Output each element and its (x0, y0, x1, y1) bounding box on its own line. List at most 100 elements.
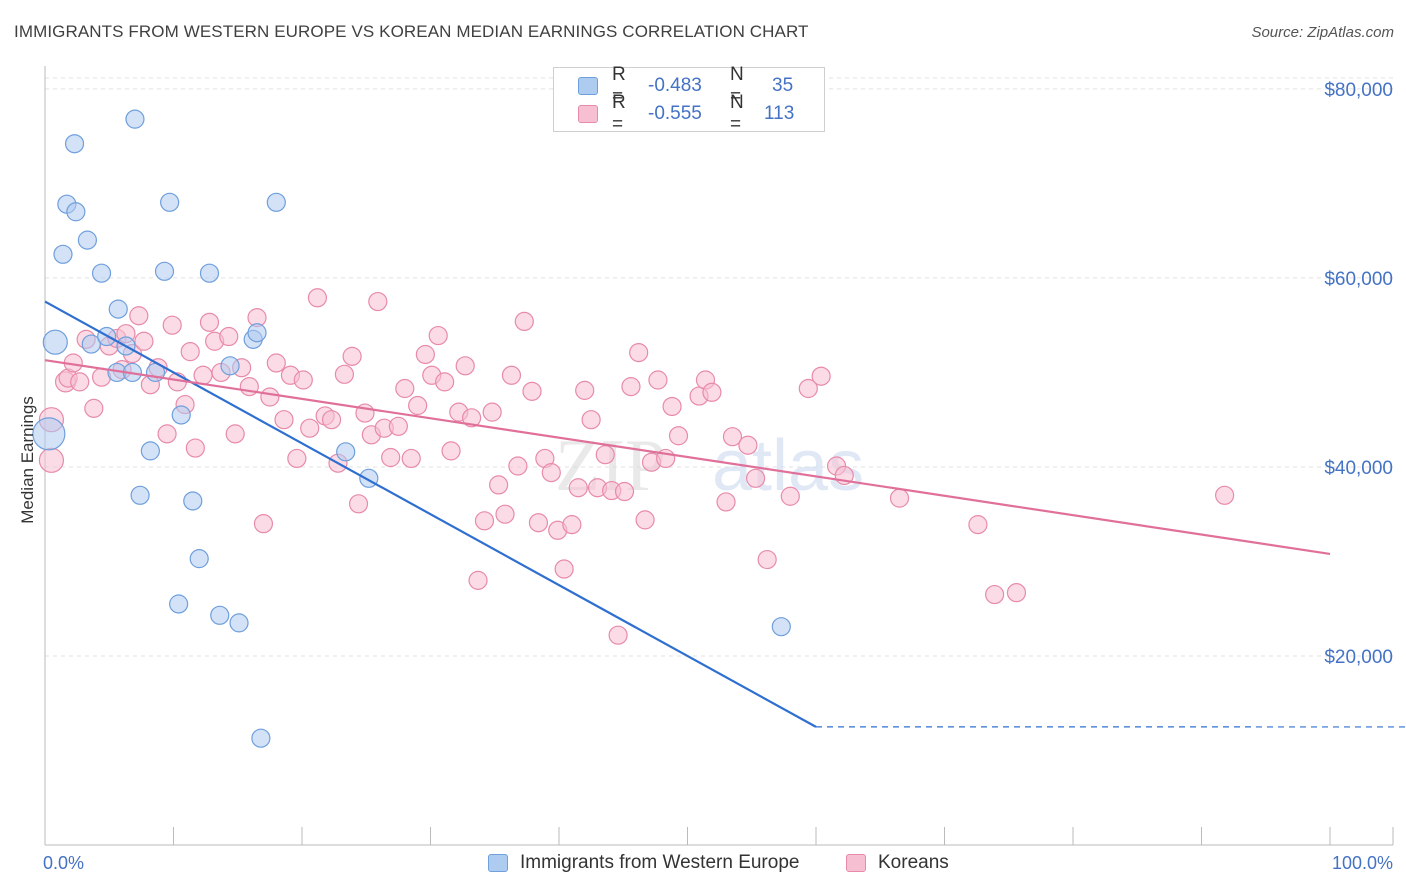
koreans-point (462, 408, 482, 428)
koreans-point (274, 410, 294, 430)
koreans-point (401, 448, 421, 469)
series-swatch-western-europe (488, 854, 508, 872)
western-europe-point (32, 417, 66, 451)
series-label-koreans: Koreans (878, 852, 949, 873)
koreans-point (185, 438, 205, 458)
koreans-point (253, 514, 274, 534)
legend-row-western-europe: R = -0.483 N = 35 (554, 64, 812, 107)
koreans-point (635, 510, 655, 530)
koreans-point (38, 447, 65, 473)
trend-lines (44, 300, 1406, 728)
koreans-point (368, 291, 388, 312)
series-label-western-europe: Immigrants from Western Europe (520, 852, 800, 873)
koreans-point (408, 395, 428, 416)
tick-labels: $20,000 $40,000 $60,000 $80,000 0.0% 100.0% (43, 80, 1393, 873)
western-europe-point (266, 192, 286, 212)
legend-n-label: N = (730, 92, 744, 135)
legend-swatch-koreans (578, 105, 598, 123)
koreans-point (522, 381, 542, 401)
koreans-point (514, 311, 534, 332)
source-label: Source: ZipAtlas.com (1251, 24, 1394, 41)
y-tick-label: $60,000 (1324, 269, 1393, 290)
x-tick-label-max: 100.0% (1332, 853, 1393, 873)
y-tick-label: $40,000 (1324, 458, 1393, 479)
koreans-point (722, 427, 743, 447)
koreans-point (629, 342, 649, 363)
koreans-point (702, 382, 722, 402)
koreans-point (482, 402, 502, 422)
western-europe-trend-extension (815, 726, 1406, 728)
western-europe-points (32, 109, 791, 748)
western-europe-point (130, 485, 150, 505)
y-tick-label: $80,000 (1324, 80, 1393, 101)
koreans-point (508, 456, 528, 476)
koreans-point (381, 447, 401, 468)
western-europe-point (336, 442, 356, 462)
koreans-point (562, 515, 582, 535)
koreans-points (38, 288, 1235, 645)
koreans-point (501, 365, 522, 385)
koreans-point (757, 549, 777, 570)
western-europe-point (210, 605, 230, 625)
western-europe-point (169, 594, 189, 614)
western-europe-point (140, 441, 160, 461)
western-europe-trend-line (44, 300, 817, 728)
legend-r-label: R = (612, 92, 626, 135)
western-europe-point (189, 549, 209, 569)
koreans-point (495, 504, 515, 524)
koreans-point (193, 365, 213, 385)
western-europe-point (229, 613, 249, 633)
koreans-point (474, 511, 495, 531)
koreans-point (568, 478, 588, 498)
koreans-point (129, 306, 149, 326)
koreans-point (157, 424, 177, 444)
koreans-point (266, 353, 286, 373)
koreans-point (798, 378, 818, 399)
koreans-point (180, 342, 200, 362)
x-tick-label-min: 0.0% (43, 853, 84, 873)
koreans-point (134, 331, 154, 351)
koreans-point (746, 468, 766, 488)
western-europe-point (77, 230, 98, 250)
koreans-point (662, 396, 682, 417)
koreans-point (199, 312, 220, 332)
koreans-point (614, 481, 635, 502)
koreans-point (219, 326, 239, 347)
series-legend-western-europe[interactable]: Immigrants from Western Europe (488, 852, 799, 874)
koreans-point (435, 372, 455, 392)
legend-swatch-western-europe (578, 77, 598, 95)
y-tick-label: $20,000 (1324, 647, 1393, 668)
western-europe-point (171, 405, 191, 425)
koreans-point (621, 377, 641, 397)
koreans-point (575, 380, 595, 400)
koreans-point (811, 366, 831, 386)
koreans-point (287, 448, 307, 469)
correlation-legend: R = -0.483 N = 35 R = -0.555 N = 113 (553, 64, 825, 135)
koreans-trend-line (44, 359, 1331, 555)
y-axis-title: Median Earnings (18, 396, 37, 524)
koreans-point (985, 584, 1005, 605)
legend-row-koreans: R = -0.555 N = 113 (554, 92, 804, 135)
koreans-point (162, 315, 182, 335)
koreans-point (415, 344, 435, 365)
legend-n-value: 113 (764, 103, 795, 124)
koreans-point (84, 398, 104, 418)
legend-r-value: -0.555 (648, 103, 702, 124)
koreans-point (321, 410, 342, 430)
koreans-point (595, 445, 615, 465)
koreans-point (307, 288, 328, 308)
western-europe-point (125, 109, 145, 129)
koreans-point (554, 559, 574, 579)
koreans-point (668, 426, 689, 446)
koreans-point (342, 346, 362, 366)
koreans-point (468, 570, 488, 590)
legend-r-value: -0.483 (648, 75, 702, 96)
koreans-point (334, 364, 355, 384)
koreans-point (541, 463, 561, 483)
koreans-point (348, 494, 369, 514)
legend-n-label: N = (730, 64, 744, 107)
western-europe-point (771, 617, 791, 637)
koreans-point (300, 418, 320, 438)
series-legend-koreans[interactable]: Koreans (846, 852, 949, 874)
koreans-point (441, 441, 461, 461)
